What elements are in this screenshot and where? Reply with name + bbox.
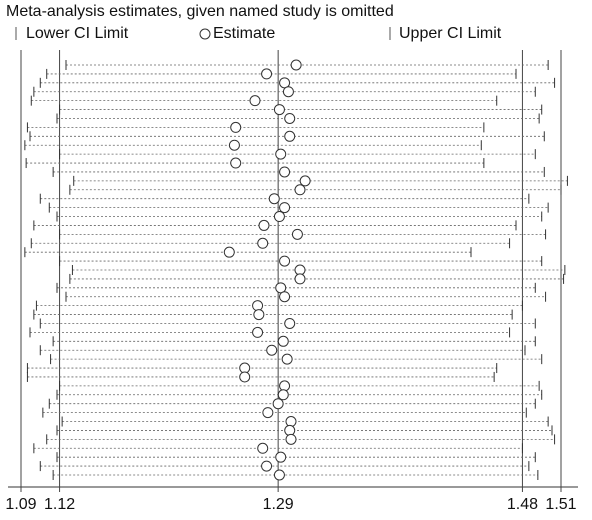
legend-label: Estimate xyxy=(213,25,275,42)
estimate xyxy=(228,139,240,151)
estimate xyxy=(285,433,297,445)
estimate xyxy=(284,317,296,329)
estimate xyxy=(257,237,269,249)
estimate xyxy=(279,380,291,392)
estimate xyxy=(262,407,274,419)
estimate xyxy=(277,389,289,401)
estimate xyxy=(273,104,285,116)
estimate xyxy=(294,184,306,196)
x-tick-label: 1.51 xyxy=(545,496,576,513)
estimate xyxy=(273,211,285,223)
estimate xyxy=(230,121,242,133)
estimate xyxy=(253,309,265,321)
estimate xyxy=(261,460,273,472)
x-tick-label: 1.48 xyxy=(507,496,538,513)
estimate xyxy=(257,442,269,454)
estimate xyxy=(290,59,302,71)
estimate xyxy=(230,157,242,169)
estimate xyxy=(277,335,289,347)
estimate xyxy=(272,398,284,410)
legend-symbol xyxy=(199,28,211,40)
estimate xyxy=(291,228,303,240)
x-tick-label: 1.29 xyxy=(263,496,294,513)
estimate xyxy=(258,219,270,231)
legend-label: Upper CI Limit xyxy=(399,25,502,42)
estimate xyxy=(285,416,297,428)
estimate xyxy=(284,112,296,124)
estimate xyxy=(261,68,273,80)
legend-label: Lower CI Limit xyxy=(26,25,129,42)
estimate xyxy=(282,86,294,98)
x-tick-label: 1.12 xyxy=(44,496,75,513)
estimate xyxy=(249,95,261,107)
estimate xyxy=(299,175,311,187)
estimate xyxy=(279,255,291,267)
x-tick-label: 1.09 xyxy=(5,496,36,513)
chart-title: Meta-analysis estimates, given named stu… xyxy=(6,3,394,20)
estimate xyxy=(252,300,264,312)
estimate xyxy=(275,451,287,463)
estimate xyxy=(268,193,280,205)
estimate xyxy=(252,326,264,338)
estimate xyxy=(239,371,251,383)
estimate xyxy=(284,424,296,436)
estimate xyxy=(279,291,291,303)
estimate xyxy=(284,130,296,142)
estimate xyxy=(275,148,287,160)
estimate xyxy=(279,166,291,178)
estimate xyxy=(223,246,235,258)
estimate xyxy=(266,344,278,356)
estimate xyxy=(294,273,306,285)
estimate xyxy=(273,469,285,481)
estimate xyxy=(281,353,293,365)
estimate xyxy=(279,202,291,214)
